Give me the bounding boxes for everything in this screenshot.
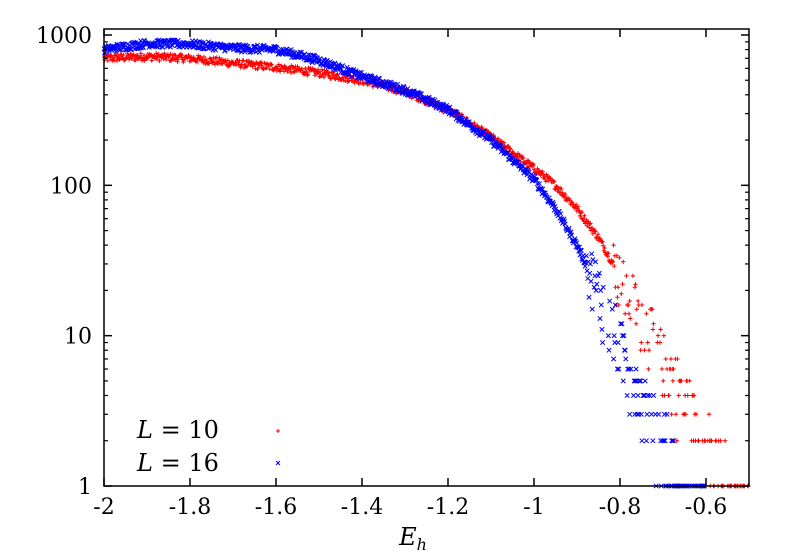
data-points xyxy=(101,37,751,489)
x-tick-label: -1.8 xyxy=(169,495,211,520)
x-tick-label: -1.2 xyxy=(427,495,469,520)
legend-label: L = 16 xyxy=(136,449,219,477)
plot-frame xyxy=(103,28,750,487)
x-axis-title: Eh xyxy=(398,523,427,554)
x-axis: -2 -1.8 -1.6 -1.4 -1.2 -1 -0.8 -0.6 xyxy=(93,29,727,520)
cross-marker-icon xyxy=(275,460,281,466)
x-tick-label: -2 xyxy=(93,495,114,520)
x-tick-label: -0.8 xyxy=(599,495,641,520)
y-tick-label: 1 xyxy=(78,475,92,500)
plus-marker-icon xyxy=(276,429,280,433)
y-axis: 1 10 100 1000 xyxy=(36,24,749,500)
legend-item-series-0: L = 10 xyxy=(136,416,280,444)
x-tick-label: -0.6 xyxy=(685,495,727,520)
x-tick-label: -1.4 xyxy=(341,495,383,520)
x-tick-label: -1 xyxy=(523,495,544,520)
series-1-points xyxy=(101,37,708,489)
legend-label: L = 10 xyxy=(136,416,219,444)
y-tick-label: 10 xyxy=(64,325,92,350)
x-tick-label: -1.6 xyxy=(255,495,297,520)
y-tick-label: 1000 xyxy=(36,24,92,49)
legend-item-series-1: L = 16 xyxy=(136,449,281,477)
y-tick-label: 100 xyxy=(50,174,92,199)
legend: L = 10 L = 16 xyxy=(136,416,281,477)
